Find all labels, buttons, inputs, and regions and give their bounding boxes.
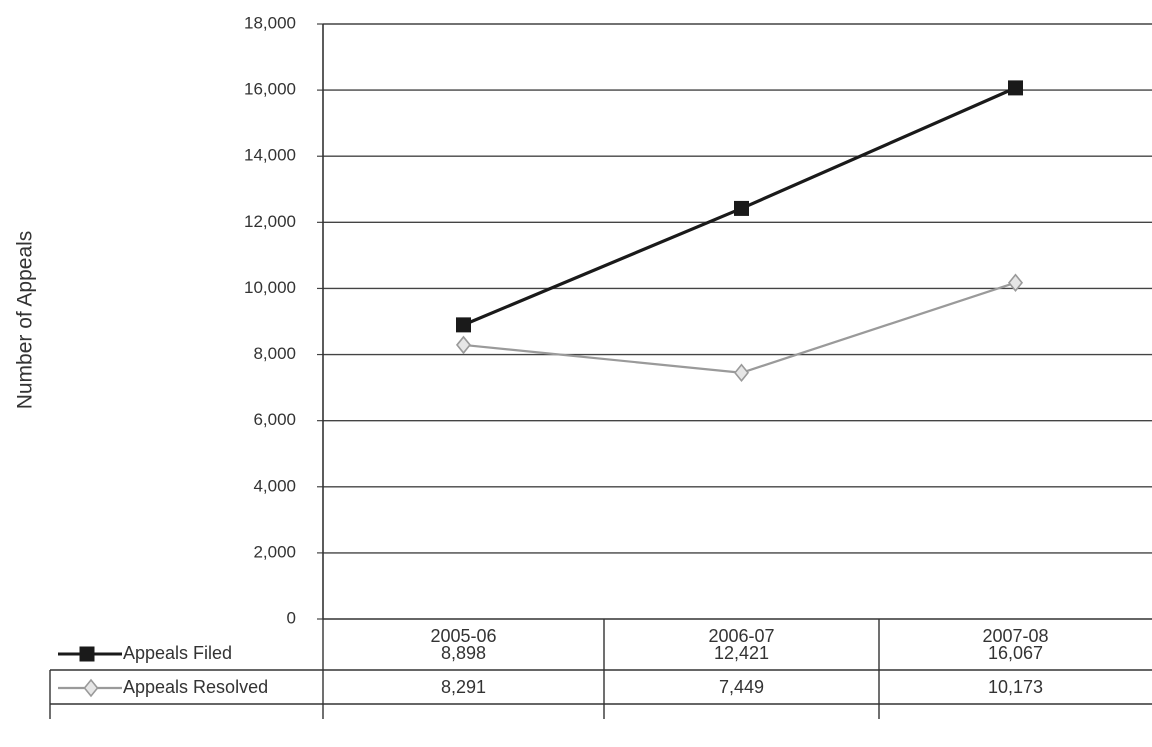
data-point-marker	[79, 646, 95, 662]
series-appeals-filed	[456, 80, 1023, 333]
gridlines	[323, 23, 1152, 554]
y-tick-label: 14,000	[244, 146, 296, 165]
y-tick-label: 12,000	[244, 212, 296, 231]
legend-label: Appeals Resolved	[123, 677, 268, 697]
data-point-marker	[1008, 80, 1023, 96]
y-tick-labels: 0 2,000 4,000 6,000 8,000 10,000 12,000 14,000 1…	[244, 13, 296, 627]
data-point-marker	[733, 363, 750, 383]
axes	[317, 23, 324, 620]
y-tick-label: 10,000	[244, 278, 296, 297]
table-value: 10,173	[988, 677, 1043, 697]
table-value: 8,898	[441, 643, 486, 663]
y-axis-label: Number of Appeals	[14, 231, 37, 410]
data-point-marker	[1007, 273, 1024, 292]
category-label: 2005-06	[430, 626, 496, 646]
y-tick-label: 6,000	[253, 410, 296, 429]
y-tick-label: 8,000	[253, 344, 296, 363]
y-tick-label: 18,000	[244, 13, 296, 32]
y-tick-label: 0	[287, 608, 296, 627]
category-label: 2007-08	[982, 626, 1048, 646]
table-value: 7,449	[719, 677, 764, 697]
series-lines	[455, 80, 1024, 383]
category-label: 2006-07	[708, 626, 774, 646]
data-point-marker	[455, 335, 472, 355]
legend-key	[58, 646, 122, 662]
table-value: 16,067	[988, 643, 1043, 663]
data-point-marker	[83, 678, 99, 698]
data-point-marker	[456, 317, 471, 333]
series-line	[463, 281, 1016, 374]
data-point-marker	[734, 200, 749, 216]
y-tick-label: 4,000	[253, 476, 296, 495]
series-appeals-resolved	[455, 273, 1024, 383]
y-tick-label: 16,000	[244, 80, 296, 99]
table-value: 12,421	[714, 643, 769, 663]
data-table: 2005-06 2006-07 2007-08 Appeals Filed 8,898 1…	[49, 618, 1152, 719]
y-tick-label: 2,000	[253, 542, 296, 561]
legend-key	[58, 678, 122, 698]
table-value: 8,291	[441, 677, 486, 697]
legend-label: Appeals Filed	[123, 643, 232, 663]
